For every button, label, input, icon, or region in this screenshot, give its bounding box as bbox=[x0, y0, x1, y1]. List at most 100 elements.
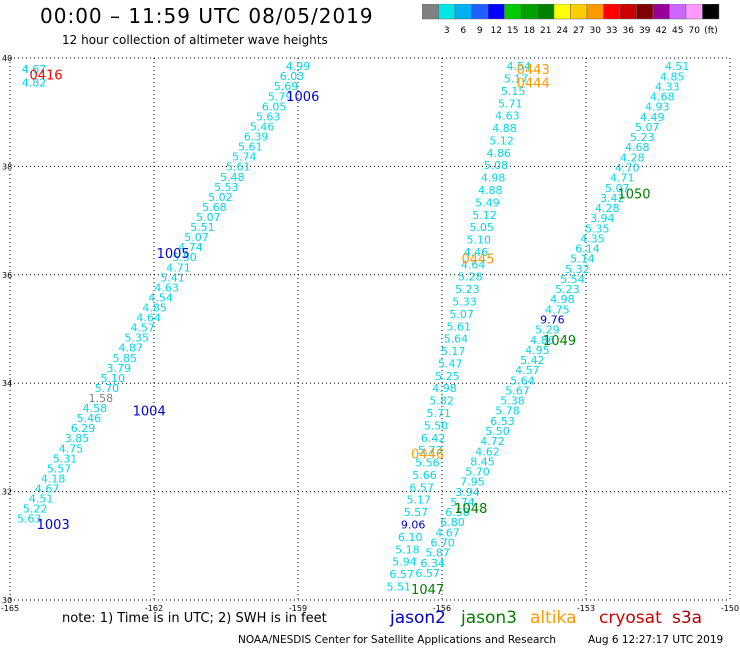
colorbar-label: 30 bbox=[590, 26, 602, 36]
swh-value: 5.61 bbox=[226, 161, 251, 174]
pass-label: 1004 bbox=[133, 404, 166, 419]
swh-value: 5.35 bbox=[585, 222, 610, 235]
swh-value: 6.03 bbox=[280, 70, 305, 83]
swh-value: 5.51 bbox=[387, 580, 412, 593]
swh-value: 6.10 bbox=[398, 531, 423, 544]
legend-altika: altika bbox=[530, 608, 577, 628]
swh-value: 5.08 bbox=[484, 159, 509, 172]
colorbar-label: 36 bbox=[623, 26, 635, 36]
swh-value: 4.98 bbox=[481, 172, 506, 185]
swh-value: 6.70 bbox=[430, 536, 455, 549]
swh-value: 5.07 bbox=[449, 308, 474, 321]
swh-value: 4.98 bbox=[550, 293, 575, 306]
swh-value: 4.85 bbox=[142, 302, 167, 315]
swh-value: 3.79 bbox=[107, 362, 132, 375]
swh-value: 5.23 bbox=[455, 283, 480, 296]
swh-value: 5.05 bbox=[469, 221, 494, 234]
track-1048-1050: 6.576.345.876.704.676.806.585.743.947.95… bbox=[415, 60, 689, 580]
swh-value: 7.95 bbox=[460, 476, 485, 489]
swh-value: 6.05 bbox=[262, 100, 287, 113]
swh-value: 4.74 bbox=[178, 241, 203, 254]
pass-label: 1049 bbox=[543, 334, 576, 349]
swh-value: 5.71 bbox=[427, 407, 452, 420]
swh-value: 5.54 bbox=[560, 273, 585, 286]
swh-value: 5.69 bbox=[274, 80, 299, 93]
swh-value: 3.94 bbox=[455, 486, 480, 499]
swh-value: 4.49 bbox=[640, 111, 665, 124]
track-1003-1006: 5.635.224.514.674.185.575.314.753.856.29… bbox=[17, 60, 310, 526]
track-0416: 4.674.82 bbox=[22, 63, 47, 90]
swh-value: 5.07 bbox=[184, 231, 209, 244]
swh-value: 4.98 bbox=[432, 382, 457, 395]
swh-value: 4.71 bbox=[166, 261, 191, 274]
swh-value: 5.87 bbox=[425, 547, 450, 560]
swh-value: 5.46 bbox=[250, 120, 275, 133]
y-tick-label: 30 bbox=[2, 596, 12, 605]
swh-value: 4.63 bbox=[495, 110, 520, 123]
swh-value: 4.71 bbox=[610, 172, 635, 185]
pass-label: 1003 bbox=[37, 518, 70, 533]
swh-value: 8.45 bbox=[470, 455, 495, 468]
swh-value: 4.67 bbox=[22, 63, 47, 76]
swh-value: 4.57 bbox=[515, 364, 540, 377]
swh-value: 4.68 bbox=[625, 141, 650, 154]
swh-value: 6.42 bbox=[421, 432, 446, 445]
swh-value: 5.25 bbox=[435, 370, 460, 383]
y-tick-label: 40 bbox=[2, 54, 12, 63]
swh-value: 3.94 bbox=[590, 212, 615, 225]
swh-value: 5.12 bbox=[489, 134, 514, 147]
colorbar-label: 33 bbox=[606, 26, 617, 36]
x-tick-label: -162 bbox=[145, 604, 163, 613]
y-tick-label: 38 bbox=[2, 162, 12, 171]
colorbar-unit: (ft) bbox=[704, 26, 718, 36]
swh-value: 5.42 bbox=[520, 354, 545, 367]
swh-value: 5.41 bbox=[160, 271, 185, 284]
swh-value: 4.82 bbox=[22, 76, 47, 89]
swh-value: 5.28 bbox=[458, 271, 483, 284]
swh-value: 4.68 bbox=[650, 91, 675, 104]
swh-value: 5.10 bbox=[467, 234, 492, 247]
swh-value: 5.22 bbox=[23, 503, 48, 516]
swh-value: 5.17 bbox=[441, 345, 466, 358]
generated-timestamp: Aug 6 12:27:17 UTC 2019 bbox=[588, 634, 724, 646]
swh-value: 4.67 bbox=[435, 526, 460, 539]
swh-value: 4.28 bbox=[595, 202, 620, 215]
swh-value: 6.29 bbox=[71, 422, 96, 435]
swh-value: 5.17 bbox=[407, 494, 432, 507]
swh-value: 4.85 bbox=[660, 70, 685, 83]
swh-value: 6.34 bbox=[420, 557, 445, 570]
pass-label: 1006 bbox=[286, 90, 319, 105]
swh-value: 5.61 bbox=[238, 141, 263, 154]
colorbar-label: 6 bbox=[460, 26, 466, 36]
swh-value: 5.47 bbox=[438, 357, 463, 370]
swh-value: 3.42 bbox=[600, 192, 625, 205]
swh-value: 5.61 bbox=[447, 320, 472, 333]
swh-value: 5.23 bbox=[630, 131, 655, 144]
swh-value: 5.35 bbox=[124, 332, 149, 345]
swh-value: 5.10 bbox=[101, 372, 126, 385]
swh-value: 5.74 bbox=[232, 151, 257, 164]
colorbar-label: 24 bbox=[557, 26, 569, 36]
colorbar-label: 18 bbox=[524, 26, 536, 36]
x-tick-label: -159 bbox=[289, 604, 307, 613]
swh-value: 5.02 bbox=[208, 191, 233, 204]
swh-value: 5.50 bbox=[485, 425, 510, 438]
swh-value: 6.58 bbox=[445, 506, 470, 519]
swh-value: 4.75 bbox=[545, 303, 570, 316]
swh-value: 5.78 bbox=[495, 405, 520, 418]
swh-value: 5.48 bbox=[220, 171, 245, 184]
swh-value: 5.51 bbox=[190, 221, 215, 234]
swh-value: 5.85 bbox=[113, 352, 138, 365]
legend-jason3: jason3 bbox=[461, 608, 517, 628]
x-tick-label: -165 bbox=[1, 604, 19, 613]
swh-value: 4.88 bbox=[492, 122, 517, 135]
swh-value: 4.93 bbox=[645, 101, 670, 114]
color-legend: 3 6 9 12 15 18 21 24 27 30 33 36 39 42 45 70 (ft) bbox=[422, 4, 720, 36]
swh-value: 4.62 bbox=[475, 445, 500, 458]
swh-value: 4.63 bbox=[154, 281, 179, 294]
y-tick-label: 36 bbox=[2, 271, 12, 280]
colorbar-label: 21 bbox=[540, 26, 551, 36]
swh-value: 5.38 bbox=[500, 395, 525, 408]
colorbar-swatch bbox=[702, 4, 720, 20]
pass-label: 1050 bbox=[617, 188, 650, 203]
